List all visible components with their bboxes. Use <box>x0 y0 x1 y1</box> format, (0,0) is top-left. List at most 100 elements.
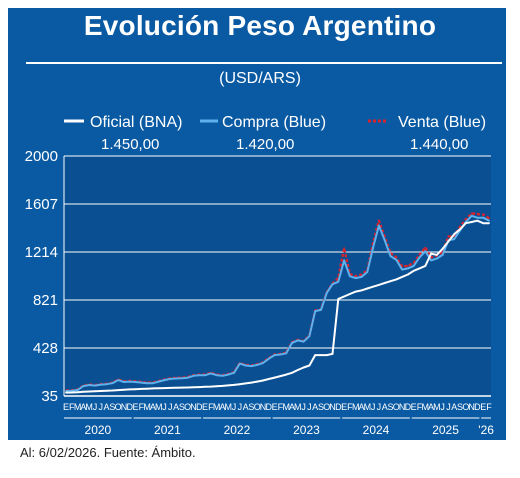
data-point-0 <box>412 269 415 272</box>
x-month-label: A <box>80 402 86 412</box>
data-point-0 <box>401 276 403 278</box>
data-point-1 <box>482 216 485 219</box>
data-point-0 <box>215 385 218 388</box>
x-month-label: O <box>393 402 400 412</box>
data-point-0 <box>325 354 328 356</box>
data-point-1 <box>192 374 195 377</box>
data-point-0 <box>389 280 392 283</box>
data-point-0 <box>186 386 189 389</box>
data-point-1 <box>302 340 305 343</box>
data-point-1 <box>325 291 328 294</box>
x-month-label: J <box>377 402 382 412</box>
data-point-1 <box>412 265 415 267</box>
x-month-label: E <box>341 402 347 412</box>
data-point-0 <box>320 354 322 356</box>
data-point-0 <box>296 369 299 371</box>
x-year-label: 2022 <box>224 423 251 437</box>
y-tick-label: 821 <box>33 292 58 309</box>
data-point-2 <box>418 254 421 256</box>
y-tick-label: 1607 <box>25 196 58 213</box>
data-point-0 <box>337 298 340 300</box>
data-point-0 <box>233 384 235 386</box>
data-point-1 <box>204 374 207 377</box>
x-month-label: D <box>405 402 412 412</box>
x-month-label: S <box>457 402 463 412</box>
x-month-label: M <box>352 402 360 412</box>
x-month-label: D <box>266 402 273 412</box>
data-point-1 <box>238 362 241 365</box>
data-point-0 <box>82 390 85 393</box>
x-month-label: O <box>462 402 469 412</box>
x-month-label: A <box>243 402 249 412</box>
data-point-0 <box>407 273 409 276</box>
data-point-1 <box>424 250 427 253</box>
data-point-0 <box>123 388 125 391</box>
data-point-0 <box>262 379 264 382</box>
data-point-1 <box>65 390 67 392</box>
data-point-1 <box>134 381 137 383</box>
data-point-0 <box>366 287 369 290</box>
data-point-1 <box>117 379 120 381</box>
data-point-0 <box>424 265 427 267</box>
legend-label-compra: Compra (Blue) <box>222 114 326 131</box>
data-point-2 <box>482 213 485 216</box>
data-point-0 <box>111 389 114 392</box>
data-point-1 <box>175 377 178 380</box>
data-point-0 <box>354 290 357 293</box>
data-point-1 <box>349 275 351 278</box>
x-month-label: M <box>224 402 232 412</box>
grid <box>64 155 491 397</box>
x-month-label: F <box>208 402 214 412</box>
data-point-2 <box>412 262 415 264</box>
x-month-label: M <box>155 402 163 412</box>
data-point-0 <box>105 389 108 392</box>
units-label: (USD/ARS) <box>219 70 301 87</box>
data-point-2 <box>378 219 380 222</box>
legend-value-oficial: 1.450,00 <box>101 136 159 153</box>
x-month-label: M <box>143 402 151 412</box>
data-point-0 <box>94 390 96 393</box>
data-point-2 <box>476 213 479 215</box>
data-point-0 <box>244 382 247 385</box>
data-point-1 <box>320 309 322 311</box>
x-month-label: A <box>359 402 365 412</box>
x-month-label: J <box>162 402 167 412</box>
data-point-0 <box>470 221 473 223</box>
data-point-0 <box>210 385 212 388</box>
x-month-label: F <box>139 402 145 412</box>
data-point-0 <box>418 267 421 270</box>
series-line-compra <box>65 214 490 393</box>
plot-area <box>64 156 491 396</box>
data-point-0 <box>267 378 270 380</box>
data-point-1 <box>331 283 334 286</box>
x-year-label: 2021 <box>154 423 181 437</box>
data-point-0 <box>140 388 143 390</box>
legend-value-venta: 1.440,00 <box>410 136 468 153</box>
x-month-label: A <box>428 402 434 412</box>
x-year-label: 2023 <box>293 423 320 437</box>
data-point-1 <box>128 380 131 383</box>
data-point-1 <box>435 257 438 260</box>
data-point-1 <box>262 362 264 364</box>
x-month-label: E <box>202 402 208 412</box>
data-point-2 <box>464 218 467 221</box>
title-divider <box>26 62 502 64</box>
data-point-0 <box>175 386 178 389</box>
x-month-label: D <box>196 402 203 412</box>
x-month-label: O <box>184 402 191 412</box>
data-point-1 <box>146 382 149 385</box>
data-point-1 <box>296 339 299 342</box>
x-month-label: J <box>232 402 237 412</box>
data-point-0 <box>441 247 444 250</box>
x-month-label: J <box>93 402 98 412</box>
x-month-label: S <box>109 402 115 412</box>
x-month-label: N <box>121 402 128 412</box>
data-point-0 <box>157 387 160 390</box>
data-point-0 <box>198 386 201 388</box>
data-point-0 <box>488 222 490 225</box>
data-point-0 <box>378 284 380 286</box>
x-month-label: S <box>387 402 393 412</box>
x-year-label: 2020 <box>85 423 112 437</box>
data-point-0 <box>65 391 67 394</box>
x-month-label: D <box>335 402 342 412</box>
